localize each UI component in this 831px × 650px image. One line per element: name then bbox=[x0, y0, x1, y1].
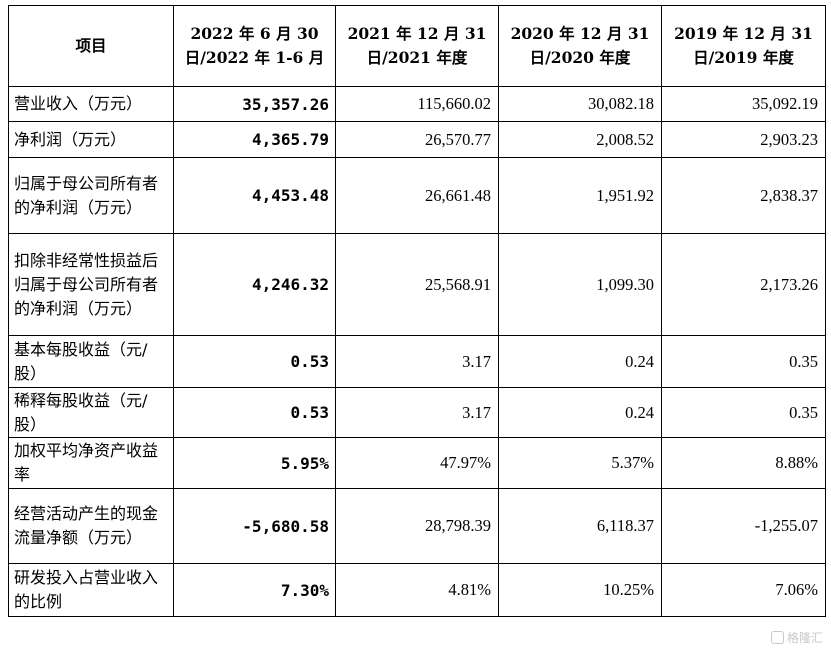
value-2021: 4.81% bbox=[335, 563, 499, 617]
watermark-text: 格隆汇 bbox=[786, 631, 823, 645]
value-2019: 2,838.37 bbox=[661, 157, 826, 234]
value-2020: 1,099.30 bbox=[498, 233, 662, 336]
table-row: 净利润（万元） 4,365.79 26,570.77 2,008.52 2,903.23 bbox=[8, 121, 826, 158]
value-2019: -1,255.07 bbox=[661, 488, 826, 564]
header-2022-h1: 2022 年 6 月 30 日/2022 年 1-6 月 bbox=[173, 5, 336, 87]
value-2019: 0.35 bbox=[661, 387, 826, 438]
value-2020: 30,082.18 bbox=[498, 86, 662, 122]
value-2021: 115,660.02 bbox=[335, 86, 499, 122]
value-2021: 25,568.91 bbox=[335, 233, 499, 336]
value-2022-h1: 0.53 bbox=[173, 387, 336, 438]
value-2021: 47.97% bbox=[335, 437, 499, 489]
table-header-row: 项目 2022 年 6 月 30 日/2022 年 1-6 月 2021 年 1… bbox=[8, 5, 826, 87]
table-row: 加权平均净资产收益率 5.95% 47.97% 5.37% 8.88% bbox=[8, 437, 826, 489]
value-2020: 0.24 bbox=[498, 387, 662, 438]
table-row: 稀释每股收益（元/股） 0.53 3.17 0.24 0.35 bbox=[8, 387, 826, 438]
value-2020: 0.24 bbox=[498, 335, 662, 388]
value-2022-h1: -5,680.58 bbox=[173, 488, 336, 564]
financial-summary-table: 项目 2022 年 6 月 30 日/2022 年 1-6 月 2021 年 1… bbox=[8, 5, 826, 617]
row-label: 扣除非经常性损益后归属于母公司所有者的净利润（万元） bbox=[8, 233, 174, 336]
value-2019: 7.06% bbox=[661, 563, 826, 617]
gelonghui-logo-icon bbox=[770, 631, 784, 644]
value-2020: 1,951.92 bbox=[498, 157, 662, 234]
value-2022-h1: 4,365.79 bbox=[173, 121, 336, 158]
value-2019: 2,173.26 bbox=[661, 233, 826, 336]
value-2019: 2,903.23 bbox=[661, 121, 826, 158]
value-2021: 26,570.77 bbox=[335, 121, 499, 158]
row-label: 净利润（万元） bbox=[8, 121, 174, 158]
value-2020: 6,118.37 bbox=[498, 488, 662, 564]
value-2022-h1: 0.53 bbox=[173, 335, 336, 388]
row-label: 基本每股收益（元/股） bbox=[8, 335, 174, 388]
row-label: 归属于母公司所有者的净利润（万元） bbox=[8, 157, 174, 234]
table-row: 归属于母公司所有者的净利润（万元） 4,453.48 26,661.48 1,951.… bbox=[8, 157, 826, 234]
value-2022-h1: 5.95% bbox=[173, 437, 336, 489]
row-label: 稀释每股收益（元/股） bbox=[8, 387, 174, 438]
value-2019: 0.35 bbox=[661, 335, 826, 388]
row-label: 加权平均净资产收益率 bbox=[8, 437, 174, 489]
value-2021: 28,798.39 bbox=[335, 488, 499, 564]
header-2019: 2019 年 12 月 31 日/2019 年度 bbox=[661, 5, 826, 87]
value-2020: 5.37% bbox=[498, 437, 662, 489]
table-row: 营业收入（万元） 35,357.26 115,660.02 30,082.18 35,0… bbox=[8, 86, 826, 122]
row-label: 研发投入占营业收入的比例 bbox=[8, 563, 174, 617]
value-2022-h1: 7.30% bbox=[173, 563, 336, 617]
financial-table-container: 项目 2022 年 6 月 30 日/2022 年 1-6 月 2021 年 1… bbox=[8, 5, 826, 617]
value-2020: 10.25% bbox=[498, 563, 662, 617]
value-2022-h1: 4,246.32 bbox=[173, 233, 336, 336]
value-2021: 3.17 bbox=[335, 335, 499, 388]
value-2019: 8.88% bbox=[661, 437, 826, 489]
row-label: 经营活动产生的现金流量净额（万元） bbox=[8, 488, 174, 564]
header-2020: 2020 年 12 月 31 日/2020 年度 bbox=[498, 5, 662, 87]
table-row: 扣除非经常性损益后归属于母公司所有者的净利润（万元） 4,246.32 25,568… bbox=[8, 233, 826, 336]
value-2022-h1: 4,453.48 bbox=[173, 157, 336, 234]
table-row: 研发投入占营业收入的比例 7.30% 4.81% 10.25% 7.06% bbox=[8, 563, 826, 617]
watermark: 格隆汇 bbox=[770, 629, 823, 646]
value-2022-h1: 35,357.26 bbox=[173, 86, 336, 122]
value-2019: 35,092.19 bbox=[661, 86, 826, 122]
value-2021: 3.17 bbox=[335, 387, 499, 438]
table-row: 基本每股收益（元/股） 0.53 3.17 0.24 0.35 bbox=[8, 335, 826, 388]
value-2021: 26,661.48 bbox=[335, 157, 499, 234]
header-item: 项目 bbox=[8, 5, 174, 87]
table-row: 经营活动产生的现金流量净额（万元） -5,680.58 28,798.39 6,118… bbox=[8, 488, 826, 564]
row-label: 营业收入（万元） bbox=[8, 86, 174, 122]
value-2020: 2,008.52 bbox=[498, 121, 662, 158]
header-2021: 2021 年 12 月 31 日/2021 年度 bbox=[335, 5, 499, 87]
